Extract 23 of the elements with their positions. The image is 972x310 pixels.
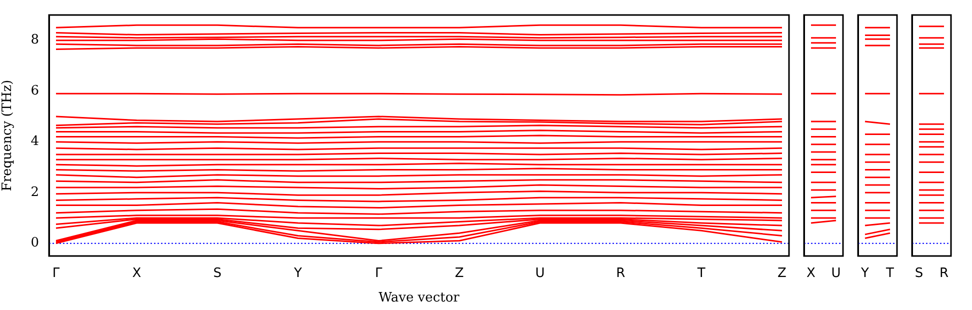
x-tick-label: X (132, 266, 142, 282)
x-tick-label: U (535, 266, 545, 282)
x-tick-label: Γ (375, 266, 384, 282)
y-tick-label: 4 (30, 134, 39, 150)
x-tick-label: Y (293, 266, 302, 282)
y-tick-label: 0 (30, 236, 39, 251)
x-tick-label: Z (778, 266, 787, 282)
x-tick-label: T (885, 266, 894, 282)
x-tick-label: X (806, 266, 816, 282)
x-tick-label: S (213, 266, 222, 282)
y-tick-label: 8 (30, 32, 39, 48)
x-tick-label: Y (860, 266, 870, 282)
x-tick-label: S (914, 266, 924, 282)
x-tick-label: T (696, 266, 706, 282)
x-tick-label: Γ (52, 266, 60, 282)
y-axis-title: Frequency (THz) (0, 80, 16, 192)
x-tick-label: R (616, 266, 626, 282)
x-axis-title: Wave vector (378, 290, 460, 306)
x-tick-label: U (831, 266, 841, 282)
x-tick-label: R (939, 266, 949, 282)
x-tick-label: Z (454, 266, 464, 282)
y-tick-label: 6 (30, 83, 39, 98)
y-tick-label: 2 (30, 184, 39, 200)
